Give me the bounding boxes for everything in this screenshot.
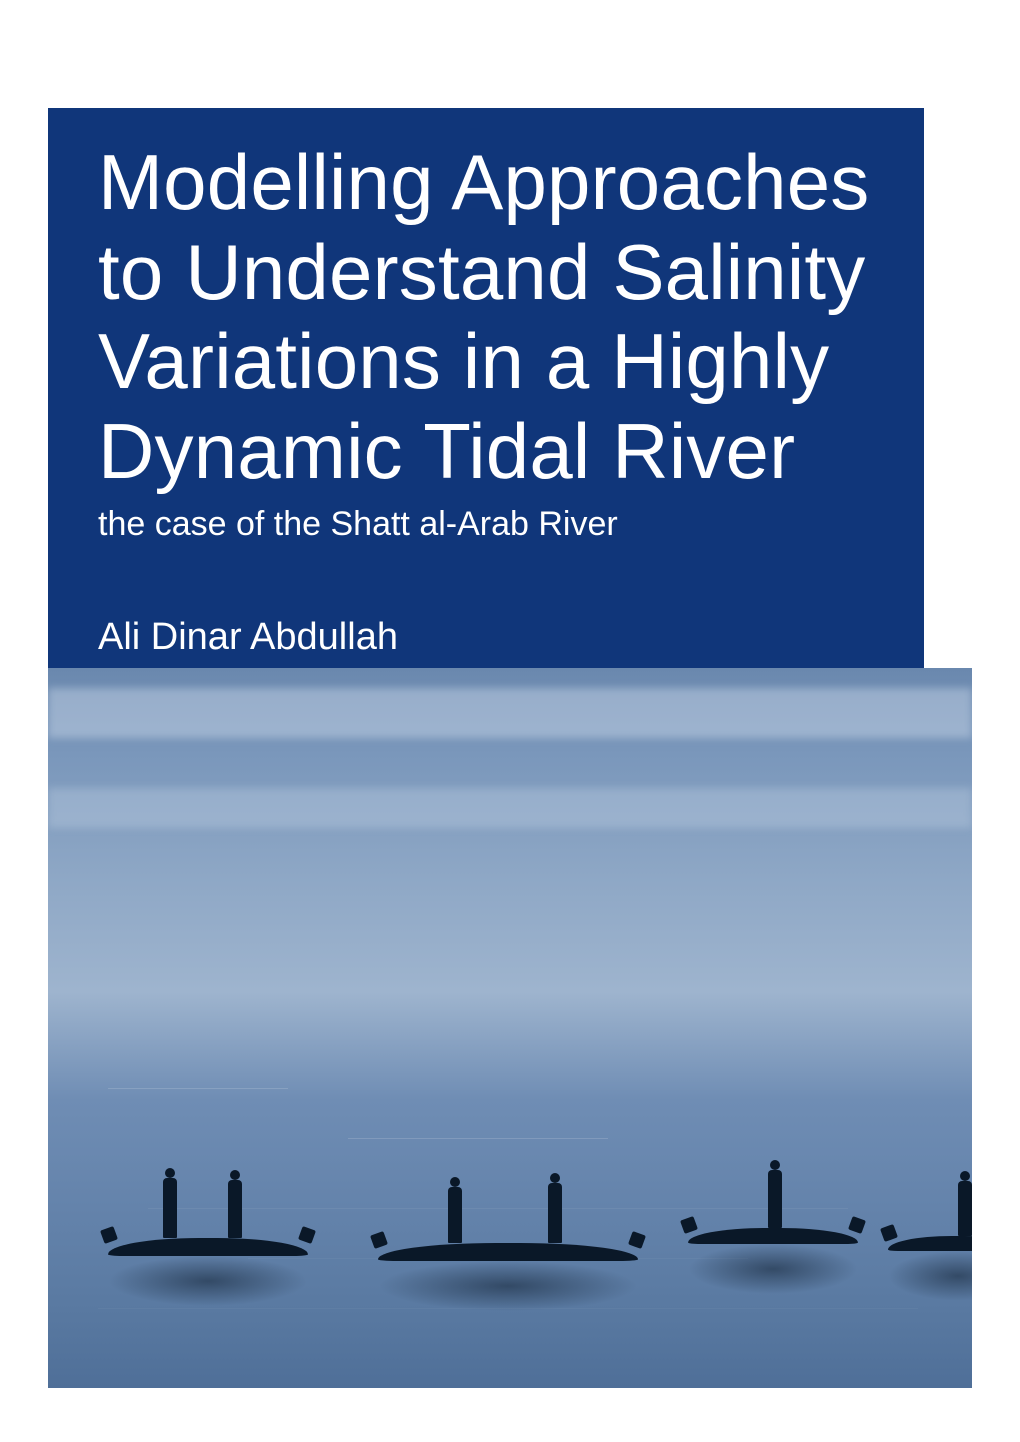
boat-hull — [688, 1228, 858, 1244]
boat-silhouette — [688, 1158, 858, 1244]
ripple — [108, 1088, 288, 1089]
cover-subtitle: the case of the Shatt al-Arab River — [98, 505, 878, 544]
cloud-band — [48, 688, 972, 738]
person-silhouette — [448, 1187, 462, 1243]
person-silhouette — [548, 1183, 562, 1243]
boat-reflection — [108, 1256, 308, 1306]
boat-hull — [888, 1236, 972, 1251]
boat-silhouette — [888, 1166, 972, 1251]
book-cover-page: Modelling Approaches to Understand Salin… — [0, 0, 1020, 1442]
boat-silhouette — [378, 1173, 638, 1261]
boat-hull — [108, 1238, 308, 1256]
cover-author: Ali Dinar Abdullah — [98, 616, 878, 659]
title-block: Modelling Approaches to Understand Salin… — [48, 108, 924, 668]
cover-image — [48, 668, 972, 1388]
person-silhouette — [768, 1170, 782, 1228]
cloud-band — [48, 788, 972, 828]
person-silhouette — [228, 1180, 242, 1238]
boat-hull — [378, 1243, 638, 1261]
boat-reflection — [688, 1244, 858, 1294]
boat-reflection — [888, 1251, 972, 1301]
cover-title: Modelling Approaches to Understand Salin… — [98, 138, 878, 497]
boat-reflection — [378, 1261, 638, 1311]
boat-silhouette — [108, 1168, 308, 1256]
person-silhouette — [163, 1178, 177, 1238]
person-silhouette — [958, 1181, 972, 1236]
ripple — [348, 1138, 608, 1139]
